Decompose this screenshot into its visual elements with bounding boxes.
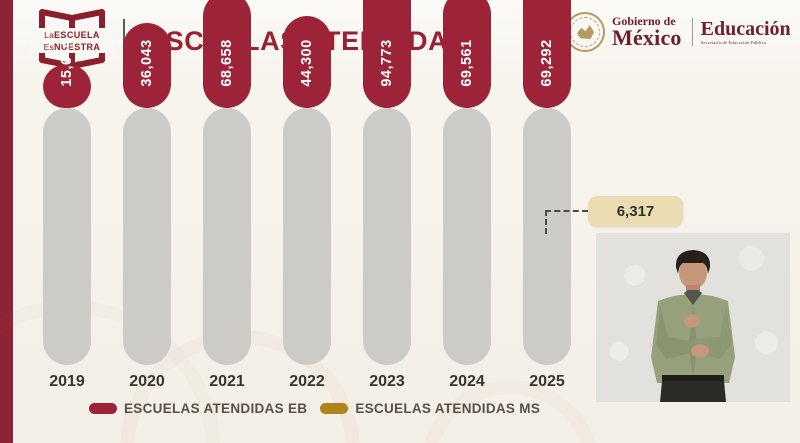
ms-legend-swatch <box>320 403 349 414</box>
eb-bar-2021 <box>203 0 251 108</box>
eb-bar-2024 <box>443 0 491 108</box>
year-label-2022: 2022 <box>289 373 325 390</box>
eb-bar-2025 <box>523 0 571 108</box>
year-label-2023: 2023 <box>369 373 405 390</box>
bar-value-2022: 44,300 <box>299 39 315 87</box>
callout-connector-vertical <box>545 210 547 234</box>
bar-track-2024 <box>443 108 491 365</box>
bar-value-2020: 36,043 <box>139 39 155 87</box>
educacion-wordmark: Educación Secretaría de Educación Públic… <box>700 17 791 45</box>
legend-item-eb: ESCUELAS ATENDIDAS EB <box>89 401 307 416</box>
bar-track-2021 <box>203 108 251 365</box>
eb-bar-2022 <box>283 16 331 108</box>
bar-track-2019 <box>43 108 91 365</box>
ms-value-callout: 6,317 <box>588 196 683 227</box>
bar-value-2021: 68,658 <box>219 39 235 87</box>
bar-value-2019: 15,644 <box>59 39 75 87</box>
ms-legend-label: ESCUELAS ATENDIDAS MS <box>355 401 541 416</box>
eb-bar-2023 <box>363 0 411 108</box>
interpreter-figure <box>651 250 735 402</box>
logo-wordmark: LaESCUELA EsNUESTRA <box>30 28 114 53</box>
gobierno-de-mexico-wordmark: Gobierno de México <box>612 14 682 50</box>
year-label-2024: 2024 <box>449 373 485 390</box>
bar-track-2025 <box>523 108 571 365</box>
year-label-2025: 2025 <box>529 373 565 390</box>
mexico-eagle-seal-icon <box>565 12 605 52</box>
la-escuela-es-nuestra-logo: LaESCUELA EsNUESTRA <box>30 7 114 71</box>
eb-bar-2019 <box>43 65 91 108</box>
eb-bar-2020 <box>123 23 171 108</box>
bar-track-2022 <box>283 108 331 365</box>
sign-language-interpreter-video[interactable] <box>596 233 790 402</box>
year-label-2019: 2019 <box>49 373 85 390</box>
year-label-2021: 2021 <box>209 373 245 390</box>
bar-track-2020 <box>123 108 171 365</box>
bar-value-2023: 94,773 <box>379 39 395 87</box>
chart-legend: ESCUELAS ATENDIDAS EB ESCUELAS ATENDIDAS… <box>89 401 540 416</box>
bar-value-2024: 69,561 <box>459 39 475 87</box>
left-accent-bar <box>0 0 13 443</box>
government-branding: Gobierno de México Educación Secretaría … <box>565 12 791 52</box>
schools-attended-bar-chart: 15,644 2019 36,043 2020 68,658 2021 44,300 2022… <box>0 0 800 398</box>
branding-divider <box>691 18 693 46</box>
bar-value-2025: 69,292 <box>539 39 555 87</box>
callout-connector-horizontal <box>545 210 588 212</box>
eb-legend-label: ESCUELAS ATENDIDAS EB <box>124 401 308 416</box>
legend-item-ms: ESCUELAS ATENDIDAS MS <box>320 401 540 416</box>
year-label-2020: 2020 <box>129 373 165 390</box>
eb-legend-swatch <box>89 403 117 414</box>
bar-track-2023 <box>363 108 411 365</box>
